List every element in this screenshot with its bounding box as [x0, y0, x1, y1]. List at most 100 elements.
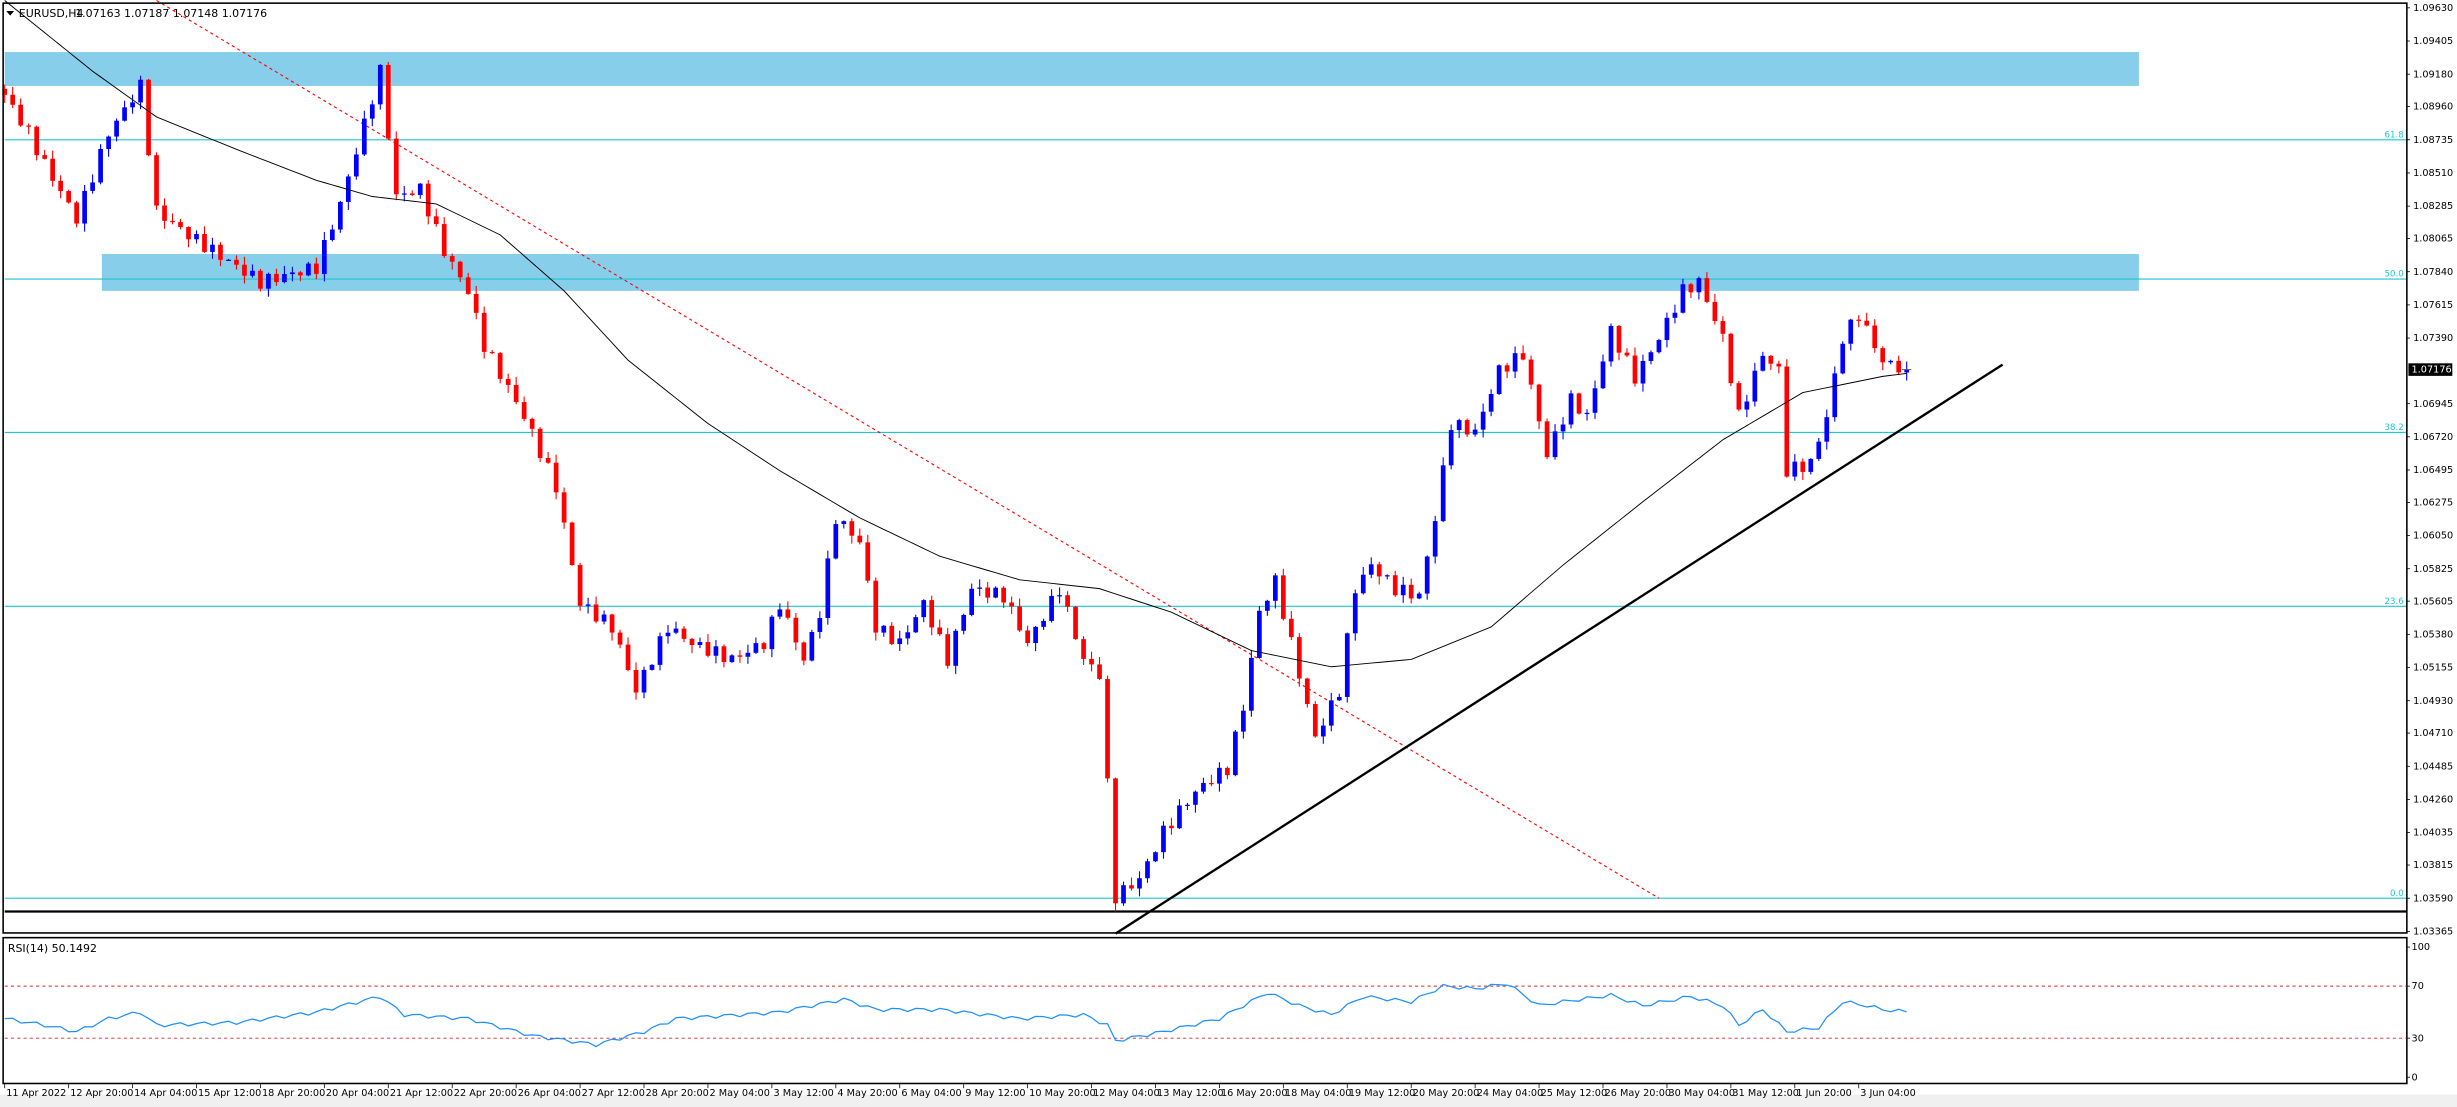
candle [353, 147, 359, 180]
candle [1600, 354, 1606, 390]
uptrend-line[interactable] [1114, 363, 2004, 935]
ohlc-values: 1.07163 1.07187 1.07148 1.07176 [75, 7, 267, 20]
candle [457, 260, 463, 283]
candle [905, 625, 911, 645]
fibonacci-retracement[interactable]: 61.8 50.0 38.2 23.6 0.0 [4, 130, 2407, 899]
price-tick-label: 1.07390 [2413, 333, 2453, 344]
candle-body [154, 155, 159, 206]
candle [465, 272, 471, 295]
time-tick-label: 27 Apr 12:00 [582, 1088, 645, 1099]
candle-body [1752, 370, 1758, 402]
candle [1840, 341, 1846, 375]
time-tick-label: 12 Apr 20:00 [70, 1088, 133, 1099]
candle [633, 662, 639, 700]
candle-body [1528, 359, 1534, 385]
price-tick-label: 1.09405 [2413, 36, 2453, 47]
candle [441, 217, 447, 258]
candle [497, 351, 503, 384]
current-price-box [2408, 363, 2453, 376]
price-tick-label: 1.08735 [2413, 135, 2453, 146]
candle-body [1704, 278, 1710, 302]
candle [793, 612, 799, 651]
candle [1384, 574, 1390, 580]
candle [881, 625, 887, 637]
candle [1824, 409, 1830, 450]
candle-body [1017, 606, 1022, 631]
candle [825, 550, 831, 625]
candle [122, 100, 127, 122]
candle [937, 619, 943, 636]
candle-body [857, 535, 863, 543]
candle-body [1033, 626, 1038, 644]
candle [1312, 701, 1318, 738]
candle-body [1352, 593, 1358, 634]
candle [697, 637, 703, 649]
candle [1209, 774, 1214, 787]
candle-body [242, 264, 247, 276]
candle-body [1001, 587, 1006, 603]
candle [1744, 394, 1750, 418]
candle-body [194, 233, 199, 240]
price-axis[interactable]: 1.09630 1.09405 1.09180 1.08960 1.08735 1.085… [2406, 3, 2453, 938]
rsi-panel-border [2, 936, 2408, 1085]
candle [769, 615, 775, 658]
candle [361, 110, 367, 157]
candle [1153, 851, 1158, 863]
time-axis[interactable]: 11 Apr 2022 12 Apr 20:00 14 Apr 04:00 15 Ap… [4, 1083, 1916, 1099]
triangle-down-icon[interactable] [6, 10, 15, 16]
time-tick-label: 20 Apr 04:00 [326, 1088, 389, 1099]
time-tick-label: 3 Jun 04:00 [1860, 1088, 1915, 1099]
candle-body [825, 558, 831, 619]
candle-body [1073, 606, 1078, 640]
candle [1568, 390, 1574, 429]
candle [1880, 346, 1886, 371]
candle [242, 256, 247, 284]
candle [393, 131, 399, 201]
candle-body [1848, 319, 1854, 344]
candle-body [1057, 595, 1062, 597]
candle-body [1544, 421, 1550, 458]
candle [1680, 278, 1686, 314]
candle-body [1824, 417, 1830, 442]
candle [1776, 360, 1782, 374]
candle-body [801, 642, 807, 661]
candle [785, 601, 791, 620]
candle-body [1672, 312, 1678, 318]
candle [1161, 821, 1166, 859]
candle-body [42, 155, 48, 159]
candle [1632, 347, 1638, 387]
supply-zone[interactable] [101, 254, 2139, 291]
candle [625, 637, 631, 672]
candle [641, 666, 647, 699]
drawn-lines [4, 0, 2407, 935]
time-tick-label: 4 May 20:00 [837, 1088, 897, 1099]
candle [1792, 454, 1798, 481]
candle [1784, 359, 1790, 478]
candle [154, 152, 159, 210]
candle [809, 629, 815, 662]
candle-body [82, 190, 87, 224]
candle-body [1552, 431, 1558, 458]
candle-body [1640, 360, 1646, 384]
candle [897, 630, 903, 651]
candle [170, 213, 175, 225]
candle [1496, 364, 1502, 395]
candle-body [1416, 593, 1422, 599]
candle-body [513, 384, 519, 403]
candle-body [1392, 575, 1398, 596]
candle-body [26, 125, 32, 127]
price-tick-label: 1.04260 [2413, 795, 2453, 806]
candle-body [226, 259, 231, 261]
price-tick-label: 1.06945 [2413, 399, 2453, 410]
candle-body [218, 244, 223, 260]
time-tick-label: 14 Apr 04:00 [134, 1088, 197, 1099]
price-tick-label: 1.05155 [2413, 663, 2453, 674]
rsi-axis-label: 0 [2412, 1072, 2418, 1083]
candle [1073, 606, 1078, 640]
supply-zone[interactable] [4, 52, 2139, 86]
candle-body [1288, 618, 1294, 638]
candle-body [873, 580, 879, 633]
candle [969, 583, 975, 617]
candle [1440, 457, 1446, 523]
